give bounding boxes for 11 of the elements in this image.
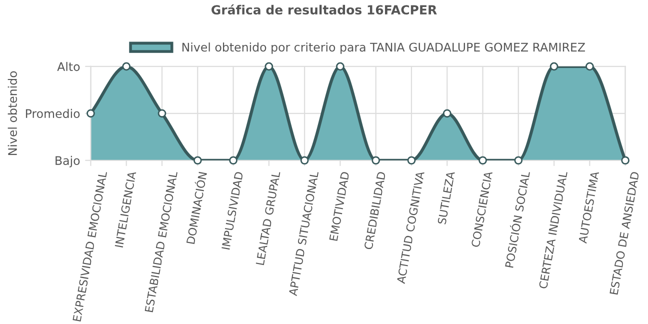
category-label: Promedio [26,108,80,118]
chart-title: Gráfica de resultados 16FACPER [212,4,437,15]
x-tick-label: POSICIÓN SOCIAL [502,170,530,268]
category-label: Alto [57,62,80,72]
x-tick-label: ESTADO DE ANSIEDAD [610,171,640,295]
category-label: Bajo [56,156,80,168]
x-tick-label: SUTILEZA [437,170,455,224]
x-tick-label: LEALTAD GRUPAL [256,170,280,266]
y-axis-title: Nivel obtenido [8,71,17,155]
legend-label: Nivel obtenido por criterio para TANIA GUADALUPE GOMEZ RAMIREZ [182,42,585,54]
x-tick-label: ACTITUD COGNITIVA [396,170,424,284]
